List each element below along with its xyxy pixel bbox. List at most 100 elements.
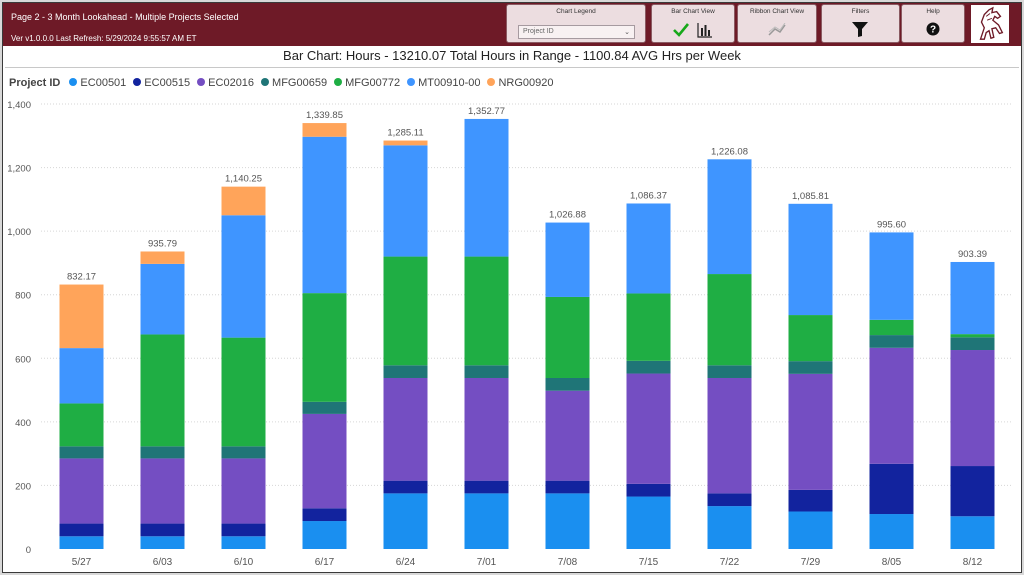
bar-segment-ec00515[interactable] [302,508,347,522]
bar-segment-ec00501[interactable] [59,536,104,549]
bar-segment-nrg00920[interactable] [383,140,428,146]
legend-item-mfg00772[interactable]: MFG00772 [334,77,400,89]
total-data-label: 1,140.25 [225,174,262,185]
x-tick-label: 7/29 [801,557,821,568]
bar-segment-mfg00772[interactable] [707,274,752,366]
legend-item-nrg00920[interactable]: NRG00920 [487,77,554,89]
bar-segment-mt00910-00[interactable] [221,215,266,338]
bar-segment-ec00515[interactable] [383,480,428,494]
x-tick-label: 8/05 [882,557,902,568]
bar-segment-mfg00772[interactable] [950,334,995,338]
bar-segment-mfg00659[interactable] [545,377,590,391]
bar-segment-ec00501[interactable] [383,493,428,549]
bar-segment-mt00910-00[interactable] [302,136,347,294]
bar-segment-mfg00659[interactable] [59,446,104,459]
bar-segment-mfg00772[interactable] [869,319,914,336]
bar-segment-ec00501[interactable] [707,506,752,549]
legend-item-ec00515[interactable]: EC00515 [133,77,190,89]
bar-segment-mt00910-00[interactable] [59,348,104,404]
bar-segment-mfg00772[interactable] [545,296,590,378]
bar-segment-mfg00772[interactable] [302,293,347,402]
bar-segment-mfg00659[interactable] [950,337,995,351]
legend-item-mt00910-00[interactable]: MT00910-00 [407,77,480,89]
bar-segment-mt00910-00[interactable] [950,261,995,335]
bar-segment-ec00501[interactable] [302,521,347,549]
y-tick-label: 800 [15,291,31,302]
bar-segment-mfg00772[interactable] [221,337,266,447]
bar-segment-mt00910-00[interactable] [788,203,833,316]
bar-segment-ec02016[interactable] [383,377,428,481]
bar-segment-mfg00772[interactable] [788,315,833,362]
bar-segment-ec00515[interactable] [59,523,104,537]
bar-segment-ec02016[interactable] [464,377,509,481]
bar-segment-mt00910-00[interactable] [626,203,671,294]
bar-segment-ec02016[interactable] [545,390,590,481]
bar-segment-ec00515[interactable] [788,489,833,512]
bar-segment-mfg00772[interactable] [626,293,671,361]
help-button[interactable]: Help ? [901,4,965,43]
bar-segment-mfg00772[interactable] [59,403,104,447]
bar-segment-ec00501[interactable] [545,493,590,549]
bar-segment-ec00501[interactable] [221,536,266,549]
bar-segment-ec00501[interactable] [464,493,509,549]
legend-label: MFG00772 [345,77,401,89]
bar-segment-mfg00772[interactable] [383,256,428,366]
bar-segment-ec00501[interactable] [950,516,995,549]
bar-segment-nrg00920[interactable] [221,186,266,216]
bar-segment-ec02016[interactable] [626,373,671,484]
bar-segment-ec00515[interactable] [950,466,995,517]
bar-segment-ec00501[interactable] [140,536,185,549]
bar-segment-ec00501[interactable] [626,496,671,549]
bar-segment-mt00910-00[interactable] [383,145,428,257]
bar-segment-mfg00659[interactable] [221,446,266,459]
bar-segment-mt00910-00[interactable] [464,118,509,257]
bar-segment-ec00515[interactable] [626,483,671,497]
bar-segment-mt00910-00[interactable] [545,222,590,297]
bar-segment-mfg00659[interactable] [788,361,833,374]
bar-segment-ec00501[interactable] [869,514,914,549]
chart-legend-dropdown[interactable]: Project ID ⌄ [518,25,635,39]
bar-segment-ec00515[interactable] [140,523,185,537]
bar-segment-nrg00920[interactable] [59,284,104,349]
legend-label: NRG00920 [498,77,554,89]
bar-segment-ec00515[interactable] [464,480,509,494]
filters-label: Filters [851,8,870,15]
legend-item-mfg00659[interactable]: MFG00659 [261,77,327,89]
bar-segment-ec02016[interactable] [59,458,104,524]
total-data-label: 995.60 [877,219,906,230]
ribbon-chart-view-button[interactable]: Ribbon Chart View [737,4,817,43]
bar-segment-ec02016[interactable] [869,347,914,464]
bar-segment-nrg00920[interactable] [302,123,347,137]
bar-segment-mfg00659[interactable] [869,335,914,348]
legend-item-ec00501[interactable]: EC00501 [69,77,126,89]
bar-segment-ec02016[interactable] [140,458,185,524]
bar-segment-nrg00920[interactable] [140,251,185,264]
bar-segment-mt00910-00[interactable] [707,159,752,275]
bar-segment-mt00910-00[interactable] [869,232,914,320]
y-tick-label: 1,400 [7,100,31,111]
bar-chart-view-button[interactable]: Bar Chart View [651,4,735,43]
help-label: Help [926,8,940,15]
chart-legend: Project ID EC00501 EC00515 EC02016 MFG00659… [9,77,561,89]
bar-segment-mfg00659[interactable] [626,360,671,374]
bar-segment-mfg00659[interactable] [707,365,752,378]
bar-segment-mfg00659[interactable] [302,401,347,414]
bar-segment-mt00910-00[interactable] [140,263,185,335]
filters-button[interactable]: Filters [821,4,900,43]
bar-segment-ec00515[interactable] [707,493,752,507]
bar-segment-ec00515[interactable] [545,480,590,494]
bar-segment-ec02016[interactable] [707,377,752,494]
bar-segment-mfg00659[interactable] [383,365,428,378]
bar-segment-ec00501[interactable] [788,511,833,549]
bar-segment-mfg00772[interactable] [140,334,185,447]
bar-segment-ec02016[interactable] [788,373,833,490]
bar-segment-ec02016[interactable] [950,350,995,467]
legend-item-ec02016[interactable]: EC02016 [197,77,254,89]
bar-segment-ec02016[interactable] [302,413,347,509]
bar-segment-ec00515[interactable] [221,523,266,537]
bar-segment-mfg00772[interactable] [464,256,509,366]
bar-segment-mfg00659[interactable] [140,446,185,459]
bar-segment-ec02016[interactable] [221,458,266,524]
bar-segment-mfg00659[interactable] [464,365,509,378]
bar-segment-ec00515[interactable] [869,463,914,515]
